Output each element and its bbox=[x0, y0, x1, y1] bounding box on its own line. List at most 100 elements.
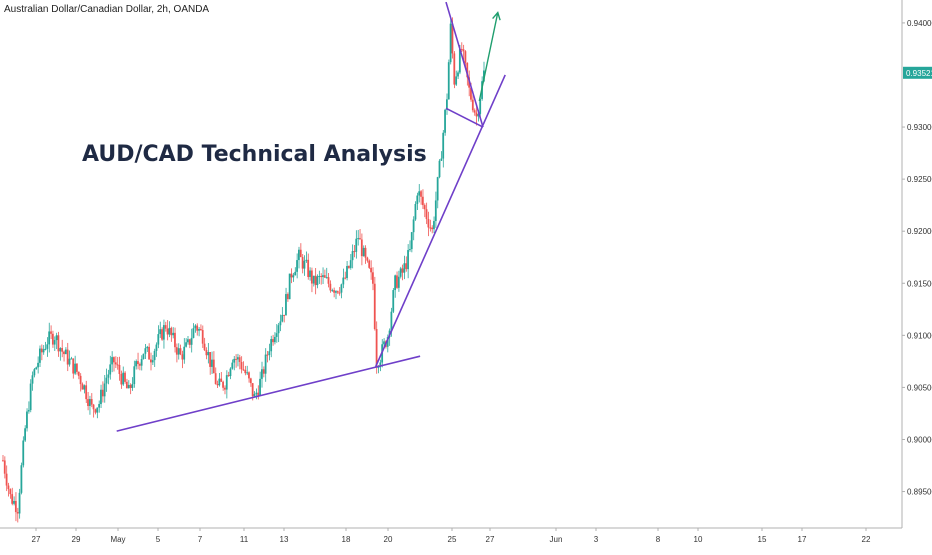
candle-body bbox=[470, 87, 472, 100]
candle-body bbox=[50, 331, 52, 334]
candle-body bbox=[111, 357, 113, 365]
candle-body bbox=[120, 374, 123, 385]
candle-body bbox=[266, 354, 269, 356]
candle-body bbox=[347, 266, 350, 268]
candle-body bbox=[199, 328, 202, 331]
candle-body bbox=[229, 368, 232, 377]
candle-body bbox=[251, 383, 254, 397]
candle-body bbox=[150, 359, 152, 363]
candle-body bbox=[179, 348, 182, 355]
candle-body bbox=[185, 342, 187, 347]
candle-body bbox=[372, 272, 374, 284]
candle-body bbox=[133, 366, 136, 385]
x-tick-label: Jun bbox=[550, 535, 563, 544]
candle-body bbox=[61, 348, 63, 352]
candle-body bbox=[420, 191, 422, 197]
candle-body bbox=[218, 378, 221, 386]
x-tick-label: 29 bbox=[72, 535, 81, 544]
candle-body bbox=[209, 352, 211, 367]
candle-body bbox=[174, 332, 176, 348]
candle-body bbox=[214, 373, 217, 385]
candle-body bbox=[272, 339, 274, 343]
candle-body bbox=[466, 62, 469, 78]
candle-body bbox=[322, 275, 324, 278]
candle-body bbox=[127, 384, 130, 389]
candle-body bbox=[444, 109, 446, 133]
candle-body bbox=[70, 358, 73, 360]
candle-body bbox=[203, 343, 206, 351]
candle-body bbox=[366, 257, 369, 261]
candle-body bbox=[76, 363, 78, 372]
candles-layer bbox=[2, 17, 485, 523]
candle-body bbox=[273, 336, 276, 343]
candle-body bbox=[105, 377, 108, 384]
candle-body bbox=[429, 227, 432, 229]
candle-body bbox=[296, 260, 298, 272]
candle-body bbox=[168, 327, 171, 335]
candle-body bbox=[338, 292, 341, 294]
candle-body bbox=[425, 209, 428, 220]
candle-body bbox=[233, 358, 236, 363]
candle-body bbox=[327, 277, 330, 284]
candle-body bbox=[329, 283, 332, 291]
candle-body bbox=[9, 489, 12, 495]
candle-body bbox=[249, 378, 252, 384]
candle-body bbox=[342, 277, 345, 285]
candle-body bbox=[181, 354, 184, 360]
candle-body bbox=[418, 191, 421, 196]
candle-body bbox=[414, 204, 417, 220]
candle-body bbox=[59, 348, 62, 352]
candle-body bbox=[355, 238, 358, 252]
candle-body bbox=[216, 384, 219, 386]
candle-body bbox=[146, 346, 149, 349]
candle-body bbox=[220, 378, 223, 382]
candle-body bbox=[211, 359, 213, 367]
candle-body bbox=[268, 351, 271, 355]
candle-body bbox=[433, 221, 435, 230]
candle-body bbox=[57, 335, 60, 352]
candle-body bbox=[63, 351, 65, 355]
candle-body bbox=[421, 196, 424, 206]
candle-body bbox=[270, 339, 273, 352]
candle-body bbox=[14, 500, 17, 513]
x-tick-label: 13 bbox=[280, 535, 289, 544]
candle-body bbox=[285, 294, 287, 316]
candle-body bbox=[235, 358, 237, 360]
candle-body bbox=[277, 325, 280, 334]
candle-body bbox=[3, 460, 6, 474]
candle-body bbox=[316, 276, 319, 286]
candle-body bbox=[170, 327, 173, 336]
candle-body bbox=[447, 62, 450, 100]
current-price-label: 0.93521 bbox=[906, 69, 932, 78]
candle-body bbox=[55, 335, 58, 341]
candle-body bbox=[255, 392, 258, 395]
candle-body bbox=[113, 357, 115, 363]
candle-body bbox=[281, 314, 284, 322]
candle-body bbox=[74, 363, 76, 374]
candle-body bbox=[386, 337, 389, 347]
trendline bbox=[445, 107, 484, 128]
candle-body bbox=[151, 360, 154, 363]
candle-body bbox=[353, 251, 356, 253]
candle-body bbox=[475, 112, 478, 117]
candle-body bbox=[331, 290, 334, 292]
candle-body bbox=[310, 270, 313, 284]
candle-body bbox=[323, 275, 326, 278]
forecast-arrow bbox=[478, 12, 499, 102]
candle-body bbox=[346, 266, 348, 279]
candle-body bbox=[344, 277, 347, 279]
candle-body bbox=[460, 49, 463, 51]
candle-body bbox=[222, 381, 224, 388]
candle-body bbox=[148, 346, 150, 360]
candle-body bbox=[16, 512, 19, 514]
candle-body bbox=[403, 263, 406, 273]
candle-body bbox=[35, 367, 38, 370]
candle-body bbox=[416, 195, 419, 205]
candle-body bbox=[253, 394, 256, 397]
candle-body bbox=[396, 275, 398, 288]
candle-body bbox=[307, 259, 310, 277]
